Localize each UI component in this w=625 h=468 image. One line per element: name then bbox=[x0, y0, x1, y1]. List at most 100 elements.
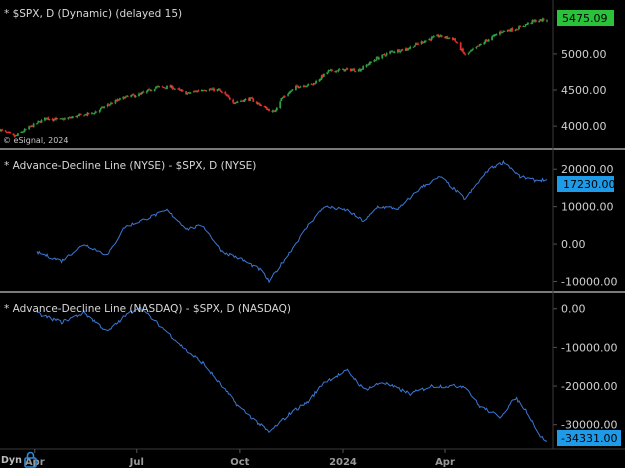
candle-body bbox=[212, 88, 214, 90]
candle-body bbox=[108, 104, 111, 106]
candle-body bbox=[400, 49, 403, 52]
candle-body bbox=[344, 69, 347, 72]
nasdaq-ad-panel[interactable]: * Advance-Decline Line (NASDAQ) - $SPX, … bbox=[4, 303, 621, 446]
candle-body bbox=[377, 57, 380, 60]
candle-body bbox=[275, 107, 278, 110]
candle-body bbox=[179, 89, 182, 91]
candle-body bbox=[515, 29, 518, 31]
candle-body bbox=[338, 69, 341, 71]
candle-body bbox=[139, 93, 142, 95]
candle-body bbox=[477, 45, 480, 47]
candle-body bbox=[12, 133, 15, 136]
candle-body bbox=[178, 88, 181, 90]
candle-body bbox=[437, 34, 440, 37]
candle-body bbox=[119, 98, 121, 100]
candle-body bbox=[197, 90, 200, 92]
candle-body bbox=[147, 89, 149, 92]
candle-body bbox=[14, 135, 17, 137]
candle-body bbox=[381, 54, 384, 59]
candle-body bbox=[282, 96, 285, 98]
time-axis[interactable]: Apr Jul Oct 2024 Apr bbox=[25, 449, 455, 468]
candle-body bbox=[346, 68, 349, 70]
spx-last-value-label: 5475.09 bbox=[562, 12, 608, 25]
spx-panel-title: * $SPX, D (Dynamic) (delayed 15) bbox=[4, 8, 182, 20]
candle-body bbox=[365, 64, 368, 67]
y-tick-label: -10000.00 bbox=[561, 276, 617, 289]
candle-body bbox=[71, 116, 74, 118]
candle-body bbox=[244, 98, 247, 100]
candle-body bbox=[149, 89, 152, 91]
candle-body bbox=[310, 83, 313, 85]
candle-body bbox=[456, 42, 459, 44]
candle-body bbox=[169, 85, 172, 88]
candle-body bbox=[209, 88, 212, 90]
candle-body bbox=[43, 117, 46, 121]
candle-body bbox=[326, 72, 329, 75]
candle-body bbox=[383, 53, 386, 55]
candle-body bbox=[296, 85, 298, 87]
candle-body bbox=[142, 91, 145, 93]
candle-body bbox=[189, 92, 192, 94]
candle-body bbox=[358, 68, 361, 72]
candle-body bbox=[485, 39, 488, 41]
candle-body bbox=[251, 97, 254, 100]
candle-body bbox=[530, 22, 533, 24]
candle-body bbox=[95, 111, 98, 113]
candle-body bbox=[531, 20, 534, 24]
candle-body bbox=[448, 37, 451, 39]
candle-body bbox=[518, 26, 520, 30]
candle-body bbox=[154, 87, 157, 89]
candle-body bbox=[158, 86, 161, 88]
lock-icon[interactable] bbox=[24, 451, 37, 468]
candle-body bbox=[173, 88, 176, 90]
candle-body bbox=[391, 51, 394, 53]
candle-body bbox=[408, 48, 411, 50]
x-tick-label: 2024 bbox=[329, 457, 357, 468]
candle-body bbox=[125, 95, 128, 97]
candle-body bbox=[337, 69, 340, 72]
candle-body bbox=[51, 118, 54, 121]
candle-body bbox=[195, 90, 198, 92]
candle-body bbox=[281, 97, 284, 99]
candle-body bbox=[9, 132, 11, 134]
candle-body bbox=[349, 68, 352, 72]
candle-body bbox=[487, 39, 490, 42]
candle-body bbox=[430, 37, 433, 40]
candle-body bbox=[235, 101, 238, 103]
y-tick-label: 10000.00 bbox=[561, 201, 614, 214]
spx-panel[interactable]: * $SPX, D (Dynamic) (delayed 15) © eSign… bbox=[0, 8, 614, 145]
candle-body bbox=[249, 97, 251, 101]
candle-body bbox=[232, 99, 235, 103]
candle-body bbox=[28, 126, 31, 130]
candle-body bbox=[351, 69, 353, 71]
candle-body bbox=[255, 101, 258, 104]
lock-icon-shackle bbox=[26, 451, 35, 458]
x-tick-label: Jul bbox=[129, 457, 144, 468]
candle-body bbox=[204, 90, 207, 92]
nyse-ad-panel-title: * Advance-Decline Line (NYSE) - $SPX, D … bbox=[4, 160, 256, 172]
candle-body bbox=[37, 121, 40, 123]
candle-body bbox=[436, 34, 439, 37]
candle-body bbox=[150, 90, 153, 92]
candle-body bbox=[524, 24, 527, 26]
candle-body bbox=[193, 91, 195, 93]
candle-body bbox=[527, 22, 529, 25]
candle-body bbox=[287, 94, 289, 96]
dyn-label[interactable]: Dyn bbox=[1, 455, 22, 466]
candle-body bbox=[385, 53, 388, 56]
candle-body bbox=[438, 36, 441, 38]
candle-body bbox=[78, 114, 81, 116]
candle-body bbox=[84, 114, 87, 116]
nyse-last-value-label: 17230.00 bbox=[563, 178, 616, 191]
candle-body bbox=[243, 99, 246, 102]
candle-body bbox=[4, 130, 7, 132]
candle-body bbox=[399, 51, 402, 53]
nasdaq-last-value-badge-bg bbox=[557, 430, 621, 446]
candle-body bbox=[224, 91, 227, 95]
candle-body bbox=[85, 114, 88, 116]
candle-body bbox=[46, 117, 48, 119]
candle-body bbox=[366, 64, 369, 66]
candle-body bbox=[506, 30, 509, 32]
candle-body bbox=[187, 92, 190, 94]
nyse-ad-panel[interactable]: * Advance-Decline Line (NYSE) - $SPX, D … bbox=[4, 159, 617, 289]
